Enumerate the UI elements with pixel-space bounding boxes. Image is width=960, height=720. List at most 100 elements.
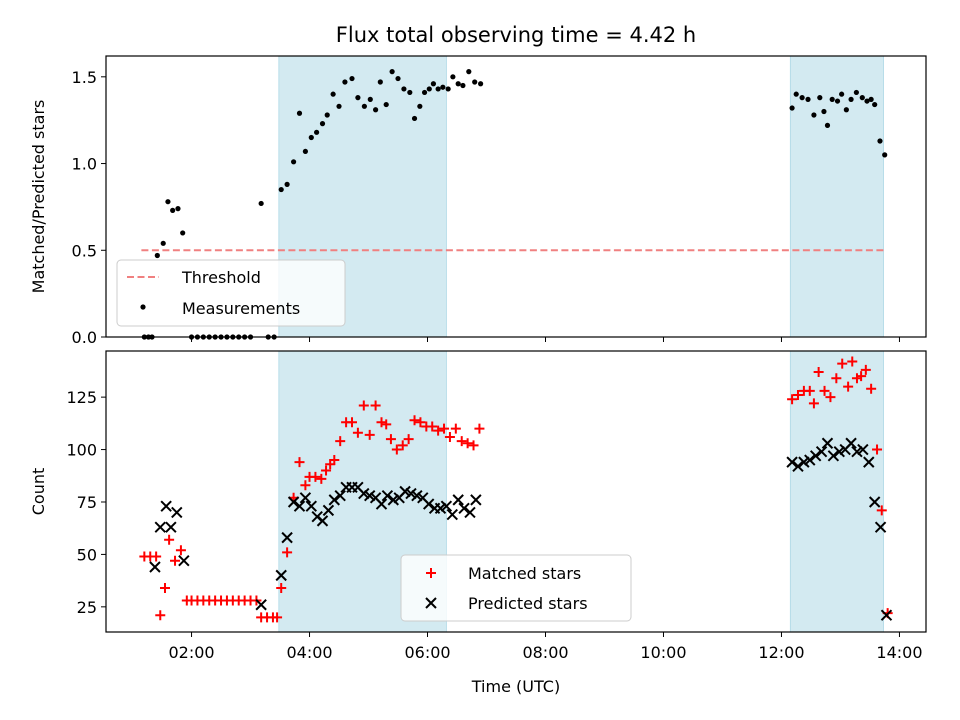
measurement-point: [426, 86, 432, 92]
predicted-stars-point: [149, 561, 161, 573]
measurement-point: [440, 84, 446, 90]
y-tick-label: 75: [77, 493, 97, 512]
predicted-stars-point: [375, 498, 388, 510]
shaded-interval: [789, 350, 884, 633]
measurement-point: [372, 107, 379, 113]
predicted-stars-point: [160, 500, 172, 512]
measurement-point: [308, 134, 314, 141]
matched-stars-point: [433, 425, 444, 436]
x-tick-label: 08:00: [522, 643, 568, 662]
matched-stars-point: [164, 534, 175, 545]
measurement-point: [160, 240, 166, 246]
measurement-point: [445, 86, 451, 92]
measurement-point: [455, 81, 461, 87]
predicted-stars-point: [452, 494, 464, 506]
legend-measurements-swatch: [140, 304, 146, 310]
predicted-stars-point: [328, 494, 341, 506]
measurement-point: [821, 108, 827, 115]
axes-frame: [105, 55, 927, 338]
measurement-point: [839, 91, 845, 97]
matched-stars-point: [151, 551, 162, 562]
predicted-stars-point: [868, 496, 881, 508]
matched-stars-point: [358, 400, 369, 411]
measurement-point: [296, 110, 303, 116]
measurement-point: [411, 115, 418, 122]
matched-stars-point: [819, 385, 830, 396]
predicted-stars-point: [827, 450, 840, 462]
measurement-point: [817, 95, 823, 101]
measurement-point: [799, 95, 805, 101]
measurement-point: [284, 181, 290, 187]
measurement-point: [175, 206, 181, 212]
y-tick-label: 0.0: [72, 328, 97, 347]
measurement-point: [395, 75, 401, 82]
matched-stars-point: [310, 471, 321, 482]
matched-stars-point: [347, 417, 357, 428]
matched-stars-point: [276, 582, 287, 593]
matched-stars-point: [370, 400, 381, 411]
matched-stars-point: [294, 457, 305, 468]
matched-stars-point: [316, 473, 327, 484]
measurement-point: [314, 129, 320, 135]
matched-stars-point: [456, 436, 467, 447]
y-tick-label: 0.5: [72, 241, 97, 260]
measurement-point: [407, 89, 413, 96]
measurement-point: [336, 103, 342, 109]
measurement-point: [319, 121, 326, 127]
measurement-point: [170, 207, 176, 213]
measurement-point: [460, 82, 466, 89]
measurement-point: [324, 112, 330, 118]
measurement-point: [868, 96, 874, 102]
matched-stars-point: [155, 610, 166, 621]
measurement-point: [258, 200, 264, 207]
predicted-stars-point: [458, 502, 470, 514]
matched-stars-point: [272, 612, 283, 623]
predicted-stars-point: [381, 489, 394, 502]
predicted-stars-point: [299, 492, 312, 504]
measurement-point: [450, 74, 456, 80]
matched-stars-point: [300, 480, 311, 491]
measurement-point: [361, 103, 367, 109]
measurement-point: [829, 96, 835, 102]
predicted-stars-point: [154, 521, 166, 533]
x-tick-label: 14:00: [876, 643, 922, 662]
matched-stars-point: [792, 390, 803, 401]
predicted-stars-point: [821, 437, 834, 449]
measurement-point: [435, 86, 441, 92]
measurement-point: [478, 81, 484, 87]
matched-stars-point: [462, 438, 473, 449]
predicted-stars-point: [275, 569, 287, 582]
x-tick-label: 06:00: [404, 643, 450, 662]
y-tick-label: 1.5: [72, 68, 97, 87]
count-panel: 25 50 75 100 125 02:00 04:00 06:00 08:00 10:00 12:…: [29, 350, 927, 696]
measurement-point: [383, 101, 389, 108]
measurement-point: [278, 186, 284, 193]
predicted-stars-point: [786, 456, 798, 468]
predicted-stars-point: [880, 609, 893, 621]
measurement-point: [853, 89, 859, 96]
matched-stars-point: [847, 356, 858, 367]
predicted-stars-point: [305, 500, 318, 512]
measurement-point: [290, 159, 297, 165]
measurement-point: [466, 69, 472, 75]
measurement-point: [811, 112, 817, 118]
predicted-stars-point: [322, 504, 335, 517]
ratio-panel: 0.0 0.5 1.0 1.5 Matched/Predicted stars Thres…: [29, 55, 927, 347]
matched-stars-point: [170, 555, 181, 566]
matched-stars-point: [813, 366, 824, 377]
predicted-stars-point: [165, 521, 177, 533]
measurement-point: [843, 107, 849, 113]
predicted-stars-point: [874, 521, 887, 533]
matched-stars-point: [282, 547, 293, 558]
matched-stars-point: [808, 398, 819, 409]
predicted-stars-point: [316, 515, 329, 527]
matched-stars-point: [872, 444, 883, 455]
legend-predicted-label: Predicted stars: [468, 594, 588, 613]
y-tick-label: 100: [66, 441, 97, 460]
x-tick-label: 04:00: [286, 643, 332, 662]
matched-stars-point: [175, 545, 186, 556]
matched-stars-point: [427, 421, 438, 432]
measurement-point: [401, 86, 407, 92]
matched-stars-point: [397, 440, 408, 451]
measurement-point: [349, 75, 355, 82]
